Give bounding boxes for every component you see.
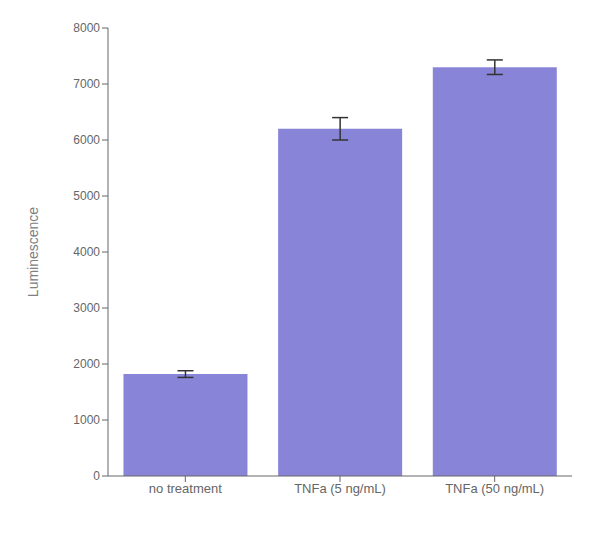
svg-text:2000: 2000 xyxy=(73,357,100,371)
svg-text:5000: 5000 xyxy=(73,189,100,203)
svg-text:Luminescence: Luminescence xyxy=(25,207,41,297)
svg-text:8000: 8000 xyxy=(73,21,100,35)
svg-text:0: 0 xyxy=(93,469,100,483)
svg-text:no treatment: no treatment xyxy=(149,481,222,496)
svg-text:1000: 1000 xyxy=(73,413,100,427)
svg-text:7000: 7000 xyxy=(73,77,100,91)
svg-text:TNFa (5 ng/mL): TNFa (5 ng/mL) xyxy=(294,481,386,496)
svg-text:TNFa (50 ng/mL): TNFa (50 ng/mL) xyxy=(445,481,544,496)
svg-text:4000: 4000 xyxy=(73,245,100,259)
svg-text:3000: 3000 xyxy=(73,301,100,315)
svg-text:6000: 6000 xyxy=(73,133,100,147)
